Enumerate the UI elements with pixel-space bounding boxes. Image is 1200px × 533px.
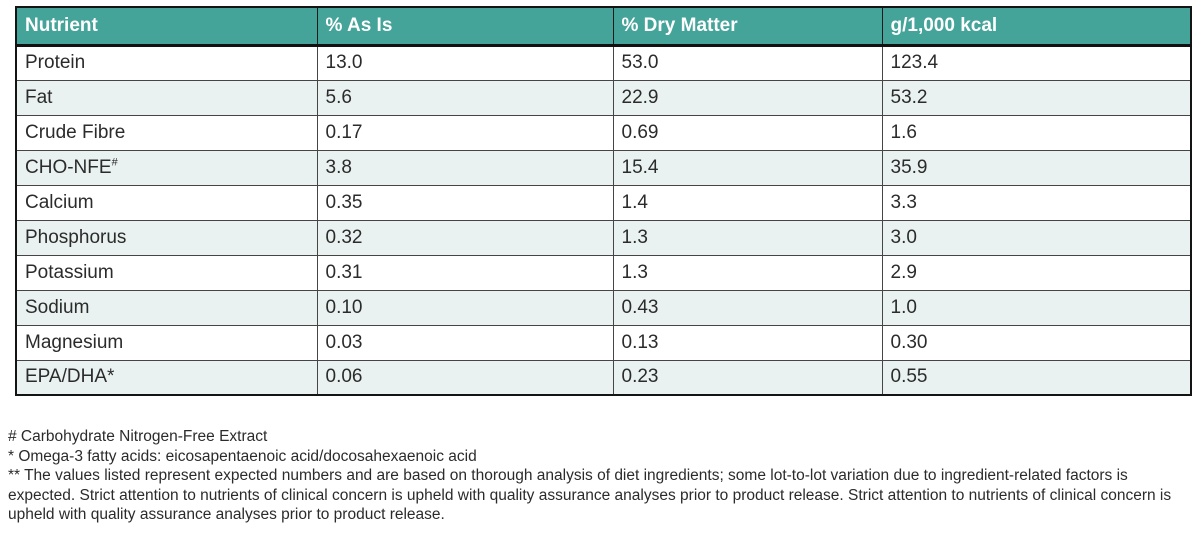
- nutrient-table-body: Protein 13.0 53.0 123.4 Fat 5.6 22.9 53.2 Crude …: [15, 44, 1192, 396]
- column-header-g-per-kcal: g/1,000 kcal: [881, 6, 1192, 47]
- nutrient-name-cell: Protein: [15, 44, 318, 81]
- table-header: Nutrient % As Is % Dry Matter g/1,000 kc…: [15, 6, 1192, 47]
- nutrient-value-cell: 0.35: [316, 184, 614, 221]
- nutrient-name-cell: Calcium: [15, 184, 318, 221]
- nutrient-value-cell: 13.0: [316, 44, 614, 81]
- table-row: CHO-NFE# 3.8 15.4 35.9: [15, 149, 1192, 186]
- column-header-nutrient: Nutrient: [15, 6, 318, 47]
- table-row: Phosphorus 0.32 1.3 3.0: [15, 219, 1192, 256]
- table-row: Fat 5.6 22.9 53.2: [15, 79, 1192, 116]
- nutrient-name-cell: Magnesium: [15, 324, 318, 361]
- nutrient-value-cell: 1.0: [881, 289, 1192, 326]
- nutrient-value-cell: 5.6: [316, 79, 614, 116]
- nutrient-value-cell: 0.06: [316, 359, 614, 396]
- nutrient-value-cell: 0.43: [612, 289, 883, 326]
- nutrient-value-cell: 53.2: [881, 79, 1192, 116]
- nutrient-value-cell: 2.9: [881, 254, 1192, 291]
- nutrient-name-cell: Potassium: [15, 254, 318, 291]
- nutrient-value-cell: 15.4: [612, 149, 883, 186]
- nutrient-table: Nutrient % As Is % Dry Matter g/1,000 kc…: [15, 6, 1192, 396]
- nutrient-value-cell: 0.17: [316, 114, 614, 151]
- nutrient-value-cell: 0.30: [881, 324, 1192, 361]
- nutrient-value-cell: 0.10: [316, 289, 614, 326]
- nutrient-name-cell: Fat: [15, 79, 318, 116]
- table-row: Protein 13.0 53.0 123.4: [15, 44, 1192, 81]
- footnote-epa-dha: * Omega-3 fatty acids: eicosapentaenoic …: [8, 447, 477, 465]
- table-row: Sodium 0.10 0.43 1.0: [15, 289, 1192, 326]
- nutrient-value-cell: 3.0: [881, 219, 1192, 256]
- footnote-cho-nfe: # Carbohydrate Nitrogen-Free Extract: [8, 428, 268, 445]
- nutrient-value-cell: 0.13: [612, 324, 883, 361]
- nutrient-name-cell: Crude Fibre: [15, 114, 318, 151]
- nutrient-value-cell: 22.9: [612, 79, 883, 116]
- column-header-dry-matter: % Dry Matter: [612, 6, 883, 47]
- nutrient-value-cell: 0.55: [881, 359, 1192, 396]
- nutrient-name-cell: Sodium: [15, 289, 318, 326]
- nutrient-value-cell: 1.3: [612, 219, 883, 256]
- nutrient-value-cell: 53.0: [612, 44, 883, 81]
- table-row: Calcium 0.35 1.4 3.3: [15, 184, 1192, 221]
- nutrient-value-cell: 1.4: [612, 184, 883, 221]
- column-header-as-is: % As Is: [316, 6, 614, 47]
- nutrient-value-cell: 0.69: [612, 114, 883, 151]
- table-row: EPA/DHA* 0.06 0.23 0.55: [15, 359, 1192, 396]
- nutrient-value-cell: 1.6: [881, 114, 1192, 151]
- nutrient-value-cell: 0.23: [612, 359, 883, 396]
- table-row: Crude Fibre 0.17 0.69 1.6: [15, 114, 1192, 151]
- nutrient-name-cell: Phosphorus: [15, 219, 318, 256]
- footnotes: # Carbohydrate Nitrogen-Free Extract * O…: [8, 427, 1192, 525]
- nutrient-value-cell: 3.8: [316, 149, 614, 186]
- nutrient-value-cell: 1.3: [612, 254, 883, 291]
- nutrient-name-cell: CHO-NFE#: [15, 149, 318, 186]
- nutrient-value-cell: 123.4: [881, 44, 1192, 81]
- nutrient-value-cell: 35.9: [881, 149, 1192, 186]
- nutrient-name-cell: EPA/DHA*: [15, 359, 318, 396]
- nutrient-value-cell: 0.03: [316, 324, 614, 361]
- nutrient-value-cell: 0.32: [316, 219, 614, 256]
- nutrient-value-cell: 3.3: [881, 184, 1192, 221]
- footnote-marker: #: [111, 156, 118, 169]
- footnote-disclaimer: ** The values listed represent expected …: [8, 467, 1172, 523]
- nutrient-value-cell: 0.31: [316, 254, 614, 291]
- header-row: Nutrient % As Is % Dry Matter g/1,000 kc…: [15, 6, 1192, 47]
- table-row: Magnesium 0.03 0.13 0.30: [15, 324, 1192, 361]
- table-row: Potassium 0.31 1.3 2.9: [15, 254, 1192, 291]
- nutrient-table-container: Nutrient % As Is % Dry Matter g/1,000 kc…: [15, 6, 1192, 396]
